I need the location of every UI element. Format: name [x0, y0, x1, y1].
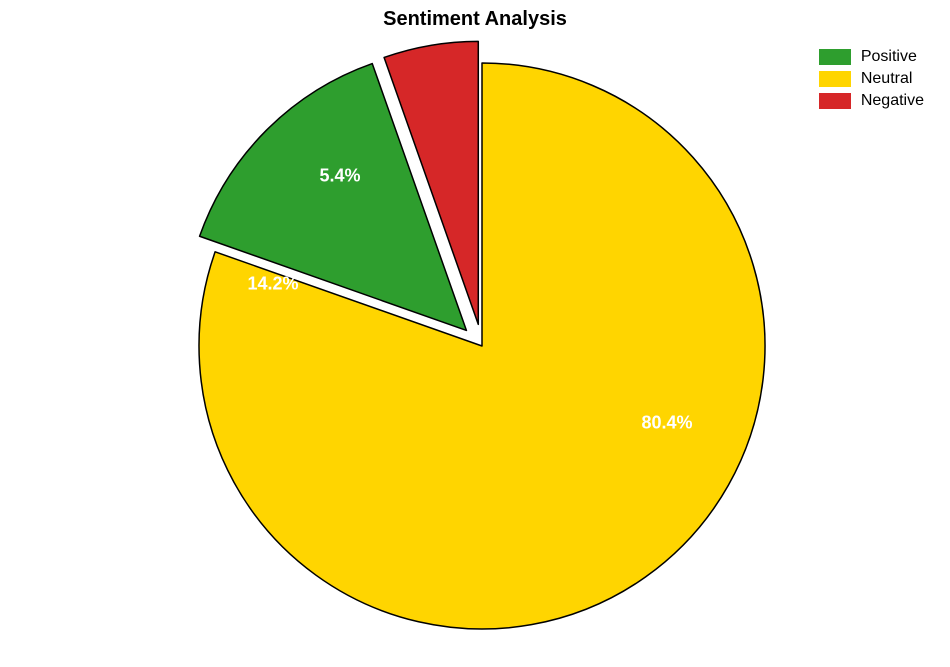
legend-swatch	[819, 71, 851, 87]
legend-label: Negative	[861, 92, 924, 110]
chart-title: Sentiment Analysis	[383, 8, 567, 31]
legend-item-negative: Negative	[819, 92, 924, 110]
pie-chart	[0, 0, 950, 662]
pie-chart-svg	[0, 0, 950, 662]
slice-label-positive: 14.2%	[247, 274, 298, 295]
slice-label-neutral: 80.4%	[641, 413, 692, 434]
legend-item-positive: Positive	[819, 48, 924, 66]
legend-swatch	[819, 93, 851, 109]
legend: Positive Neutral Negative	[819, 48, 924, 114]
legend-item-neutral: Neutral	[819, 70, 924, 88]
legend-label: Positive	[861, 48, 917, 66]
legend-swatch	[819, 49, 851, 65]
slice-label-negative: 5.4%	[319, 166, 360, 187]
legend-label: Neutral	[861, 70, 913, 88]
